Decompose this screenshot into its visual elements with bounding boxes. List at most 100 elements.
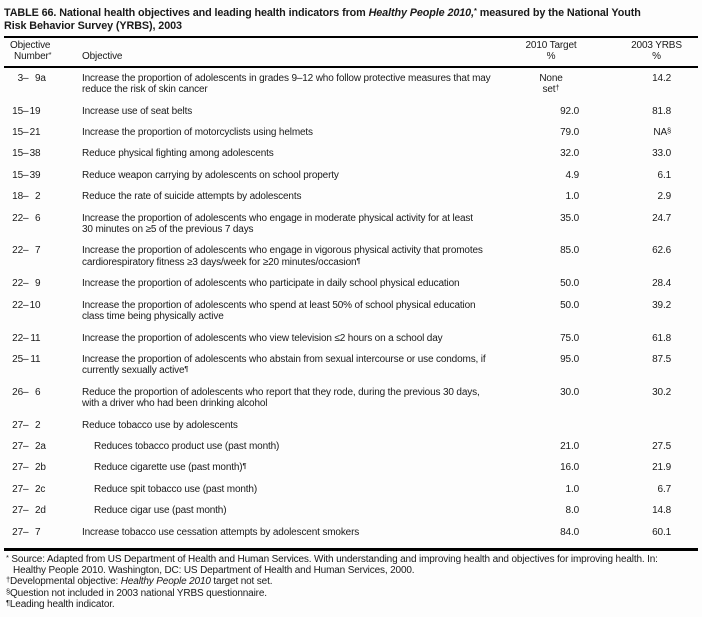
yrbs-value-cell: 28.4	[652, 278, 671, 290]
header-objective-number-sup: *	[48, 50, 52, 60]
objective-text-cell: Reduce cigar use (past month)	[94, 505, 227, 517]
yrbs-value-cell: 87.5	[652, 353, 671, 365]
table-row: 26– 6 Reduce the proportion of adolescent…	[4, 387, 698, 410]
target-value-cell: 30.0	[560, 386, 579, 398]
objective-text-cell: Reduce the proportion of adolescents who…	[82, 386, 480, 410]
objective-number-cell: 27– 7	[12, 526, 41, 538]
objective-number-cell: 27– 2	[12, 419, 41, 431]
target-value-cell: 50.0	[560, 278, 579, 290]
yrbs-value-cell	[581, 420, 698, 431]
footnote-marker: *	[6, 552, 9, 562]
objective-number-cell: 15–19	[12, 105, 41, 117]
objective-number-cell: 22– 6	[12, 212, 41, 224]
footnote-marker: §	[6, 586, 11, 596]
title-italic-healthy-people: Healthy People 2010,	[368, 7, 475, 19]
footnote: §Question not included in 2003 national …	[6, 586, 267, 599]
yrbs-value-cell: 30.2	[652, 386, 671, 398]
objective-text-cell: Increase the proportion of adolescents w…	[82, 299, 476, 323]
yrbs-value-cell: 33.0	[652, 148, 671, 160]
objective-footnote-marker: ¶	[356, 255, 361, 265]
header-2003-yrbs-line1: 2003 YRBS	[631, 40, 682, 51]
target-value-cell: 35.0	[560, 212, 579, 224]
target-value-cell: 4.9	[565, 169, 580, 181]
table-row: 15–38 Reduce physical fighting among ado…	[4, 148, 698, 159]
yrbs-value-cell: NA§	[653, 126, 671, 139]
title-footnote-marker: *	[473, 6, 477, 15]
objective-text-cell: Reduce weapon carrying by adolescents on…	[82, 169, 339, 181]
objective-number-cell: 22– 11	[12, 332, 41, 344]
yrbs-value-cell: 27.5	[652, 440, 671, 452]
title-part2: measured by the National Youth Risk Beha…	[4, 7, 641, 32]
objective-text-cell: Increase the proportion of adolescents w…	[82, 353, 486, 377]
table-row: 3– 9a Increase the proportion of adolesce…	[4, 73, 698, 96]
header-objective-number-line2: Number*	[14, 50, 52, 63]
table-row: 22– 9 Increase the proportion of adolesce…	[4, 278, 698, 289]
target-value-cell: 95.0	[560, 353, 579, 365]
objective-text-cell: Increase the proportion of adolescents i…	[82, 72, 491, 96]
objective-number-cell: 26– 6	[12, 386, 41, 398]
target-value-cell: 50.0	[560, 299, 579, 311]
table-row: 15–19 Increase use of seat belts 92.0 81…	[4, 106, 698, 117]
footnote: †Developmental objective: Healthy People…	[6, 575, 273, 588]
table-row: 27– 2 Reduce tobacco use by adolescents	[4, 420, 698, 431]
target-value-cell: 92.0	[560, 105, 579, 117]
yrbs-value-cell: 2.9	[657, 191, 672, 203]
objective-text-cell: Reduce the rate of suicide attempts by a…	[82, 191, 302, 203]
objective-text-cell: Increase tobacco use cessation attempts …	[82, 526, 360, 538]
objective-text-cell: Increase the proportion of adolescents w…	[82, 245, 483, 268]
table-body: 3– 9a Increase the proportion of adolesce…	[4, 68, 698, 551]
target-footnote-marker: †	[555, 83, 560, 93]
yrbs-value-cell: 21.9	[652, 462, 671, 474]
header-2003-yrbs: 2003 YRBS %	[581, 40, 698, 63]
yrbs-footnote-marker: §	[666, 126, 671, 136]
table-row: 22– 11 Increase the proportion of adolesc…	[4, 333, 698, 344]
target-value-cell: 79.0	[560, 127, 579, 139]
target-value-cell: 16.0	[560, 462, 579, 474]
objective-number-cell: 22–10	[12, 299, 41, 311]
table-row: 18– 2 Reduce the rate of suicide attempts…	[4, 191, 698, 202]
target-value-cell: 8.0	[565, 505, 580, 517]
target-value-cell	[521, 420, 581, 431]
objective-number-cell: 15–21	[12, 127, 41, 139]
objective-number-cell: 25– 11	[12, 353, 41, 365]
target-value-cell: 1.0	[565, 191, 580, 203]
yrbs-value-cell: 24.7	[652, 212, 671, 224]
target-value-cell: 21.0	[560, 440, 579, 452]
footnotes-section: * Source: Adapted from US Department of …	[4, 551, 698, 610]
objective-text-cell: Reduce tobacco use by adolescents	[82, 419, 238, 431]
table-row: 22– 7 Increase the proportion of adolesce…	[4, 245, 698, 268]
yrbs-value-cell: 60.1	[652, 526, 671, 538]
footnote-marker: ¶	[6, 597, 10, 607]
header-objective-number: Objective Number*	[4, 40, 68, 63]
objective-number-cell: 15–39	[12, 169, 41, 181]
table-row: 15–39 Reduce weapon carrying by adolesce…	[4, 170, 698, 181]
target-value-cell: 1.0	[565, 483, 580, 495]
header-2010-target-percent: %	[546, 51, 556, 63]
header-2003-yrbs-percent: %	[652, 51, 661, 63]
objective-text-cell: Increase the proportion of adolescents w…	[82, 278, 460, 290]
table-title: TABLE 66. National health objectives and…	[4, 7, 698, 33]
header-2010-target: 2010 Target %	[521, 40, 581, 63]
target-value-cell: 84.0	[560, 526, 579, 538]
yrbs-value-cell: 6.1	[657, 169, 672, 181]
table-row: 27– 2a Reduces tobacco product use (past …	[4, 441, 698, 452]
header-objective-number-line1: Objective	[10, 40, 51, 51]
table-header-row: Objective Number* Objective 2010 Target …	[4, 36, 698, 68]
objective-text-cell: Increase the proportion of adolescents w…	[82, 212, 473, 236]
yrbs-value-cell: 39.2	[652, 299, 671, 311]
objective-footnote-marker: ¶	[184, 364, 189, 374]
table-row: 22– 6 Increase the proportion of adolesce…	[4, 213, 698, 236]
target-value-cell: 75.0	[560, 332, 579, 344]
table-row: 27– 7 Increase tobacco use cessation atte…	[4, 527, 698, 538]
objective-footnote-marker: ¶	[242, 461, 247, 471]
objective-text-cell: Reduce cigarette use (past month)¶	[94, 461, 247, 474]
objective-number-cell: 22– 7	[12, 245, 41, 257]
objective-number-cell: 27– 2b	[12, 462, 46, 474]
yrbs-value-cell: 14.2	[652, 72, 671, 84]
table-row: 15–21 Increase the proportion of motorcy…	[4, 127, 698, 138]
yrbs-value-cell: 6.7	[657, 483, 672, 495]
table-row: 27– 2b Reduce cigarette use (past month)¶…	[4, 462, 698, 473]
objective-number-cell: 22– 9	[12, 278, 41, 290]
objective-text-cell: Reduces tobacco product use (past month)	[94, 440, 280, 452]
